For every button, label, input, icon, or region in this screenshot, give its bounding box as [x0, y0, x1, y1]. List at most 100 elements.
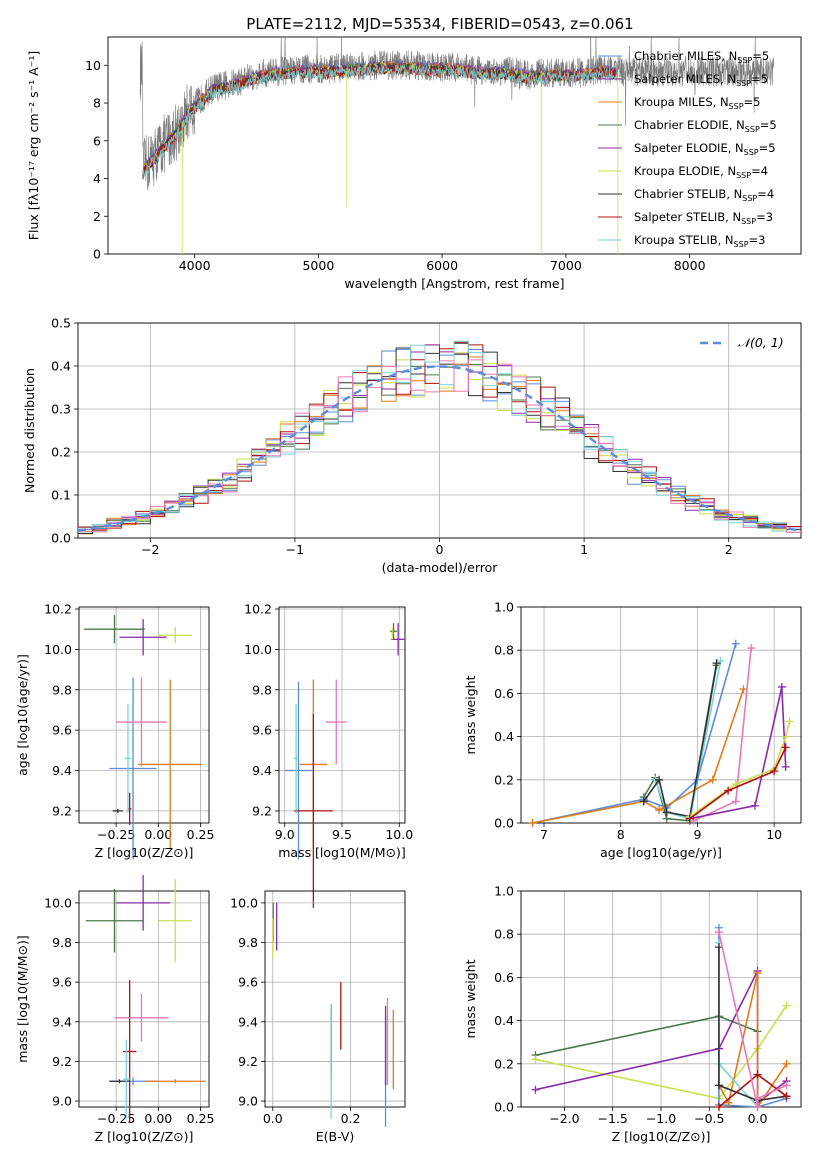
y-tick-label: 9.4: [252, 763, 272, 778]
plot-frame: [107, 36, 802, 255]
weight-series-line: [689, 747, 787, 820]
weight-point-marker: [655, 806, 664, 815]
weight-point-marker: [753, 1070, 762, 1079]
errorbar-point: [116, 677, 167, 767]
legend-label: Chabrier STELIB, N: [634, 187, 742, 201]
x-tick-label: −2: [141, 542, 159, 557]
y-tick-label: 0.4: [494, 1013, 514, 1028]
legend-label: Salpeter MILES, N: [634, 72, 736, 86]
plot-frame: [520, 890, 802, 1108]
weight-point-marker: [655, 775, 664, 784]
legend-suffix: =4: [751, 164, 768, 178]
x-tick-label: 9.0: [275, 827, 295, 842]
y-tick-label: 0.5: [51, 316, 71, 331]
y-tick-label: 9.8: [52, 935, 72, 950]
weight-point-marker: [753, 1094, 762, 1103]
y-tick-label: 2: [93, 209, 101, 224]
x-tick-label: −1.5: [598, 1111, 628, 1126]
errorbar-point: [390, 623, 397, 640]
legend-subscript: SSP: [744, 148, 759, 157]
x-axis-label: Z [log10(Z/Z⊙)]: [95, 845, 194, 860]
weight-point-marker: [724, 786, 733, 795]
x-tick-label: 0.00: [144, 1111, 172, 1126]
legend-subscript: SSP: [729, 102, 744, 111]
plot-frame: [78, 606, 210, 824]
y-tick-label: 10.0: [230, 895, 258, 910]
legend-entry: Kroupa MILES, NSSP=5: [634, 95, 760, 111]
y-tick-label: 9.2: [238, 1054, 258, 1069]
weight-point-marker: [782, 1001, 791, 1010]
errorbar-point: [158, 879, 193, 963]
legend-entry: Kroupa STELIB, NSSP=3: [634, 233, 765, 249]
y-tick-label: 6: [93, 133, 101, 148]
x-tick-label: 6000: [426, 258, 458, 273]
weight-point-marker: [785, 717, 794, 726]
weight-point-marker: [782, 1059, 791, 1068]
weight-point-marker: [777, 682, 786, 691]
errorbar-point: [144, 1079, 206, 1084]
weight-point-marker: [528, 819, 537, 827]
y-tick-label: 10.0: [44, 895, 72, 910]
y-tick-label: 0.2: [51, 445, 71, 460]
x-tick-label: 1: [580, 542, 588, 557]
legend-suffix: =5: [759, 141, 776, 155]
y-tick-label: 9.6: [52, 975, 72, 990]
weight-series-line: [535, 1005, 788, 1100]
y-tick-label: 0.0: [51, 531, 71, 546]
weight-point-marker: [731, 797, 740, 806]
legend-entry: Salpeter ELODIE, NSSP=5: [634, 141, 776, 157]
x-tick-label: 8000: [674, 258, 706, 273]
x-tick-label: −2.0: [549, 1111, 579, 1126]
legend-entry: Salpeter STELIB, NSSP=3: [634, 210, 773, 226]
weight-point-marker: [639, 797, 648, 806]
weight-series-line: [718, 947, 787, 1102]
weight-series-line: [535, 1015, 758, 1056]
weight-point-marker: [781, 762, 790, 771]
legend-suffix: =4: [757, 187, 774, 201]
x-axis-label: (data-model)/error: [382, 560, 499, 575]
y-tick-label: 9.6: [252, 723, 272, 738]
errorbar-point: [391, 627, 394, 640]
y-tick-label: 0.0: [494, 816, 514, 831]
x-tick-label: 7: [540, 827, 548, 842]
x-tick-label: 0.2: [341, 1111, 361, 1126]
y-tick-label: 9.2: [52, 1054, 72, 1069]
weight-series-line: [718, 931, 787, 1108]
x-axis-label: Z [log10(Z/Z⊙)]: [612, 1129, 711, 1144]
errorbar-point: [119, 619, 167, 656]
errorbar-point: [325, 679, 347, 765]
legend-label: Chabrier MILES, N: [634, 49, 737, 63]
weight-point-marker: [724, 1098, 733, 1107]
legend-entry: Kroupa ELODIE, NSSP=4: [634, 164, 768, 180]
weight-point-marker: [747, 644, 756, 653]
y-tick-label: 1.0: [494, 600, 514, 615]
errorbar-point: [138, 679, 203, 850]
x-axis-label: Z [log10(Z/Z⊙)]: [95, 1129, 194, 1144]
plot-frame: [78, 890, 210, 1108]
y-tick-label: 0.4: [494, 729, 514, 744]
weight-point-marker: [781, 743, 790, 752]
y-tick-label: 9.4: [52, 1014, 72, 1029]
weight-point-marker: [685, 814, 694, 823]
weight-point-marker: [714, 1081, 723, 1090]
x-axis-label: wavelength [Angstrom, rest frame]: [344, 276, 564, 291]
x-tick-label: 4000: [179, 258, 211, 273]
weight-point-marker: [714, 928, 723, 937]
legend-suffix: =5: [752, 49, 769, 63]
y-axis-label: Normed distribution: [22, 368, 37, 493]
y-tick-label: 0.6: [494, 970, 514, 985]
weight-point-marker: [708, 775, 717, 784]
weight-point-marker: [753, 969, 762, 978]
y-tick-label: 0.2: [494, 1056, 514, 1071]
massweight-vs-age-panel: 7 8 9 10 0.0 0.2 0.4 0.6 0.8 1.0 age [log10(age/yr…: [463, 600, 802, 860]
spectrum-panel: 4000 5000 6000 7000 8000 0 2 4 6 8 10 Chabrier MILE…: [26, 36, 802, 291]
x-tick-label: 0: [436, 542, 444, 557]
plot-frame: [278, 606, 406, 824]
errorbar-point: [122, 980, 137, 1123]
legend-label: Kroupa MILES, N: [634, 95, 729, 109]
legend-suffix: =3: [756, 210, 773, 224]
x-tick-label: 0.0: [748, 1111, 768, 1126]
x-tick-label: 0.0: [263, 1111, 283, 1126]
y-axis-label: age [log10(age/yr)]: [15, 654, 30, 776]
